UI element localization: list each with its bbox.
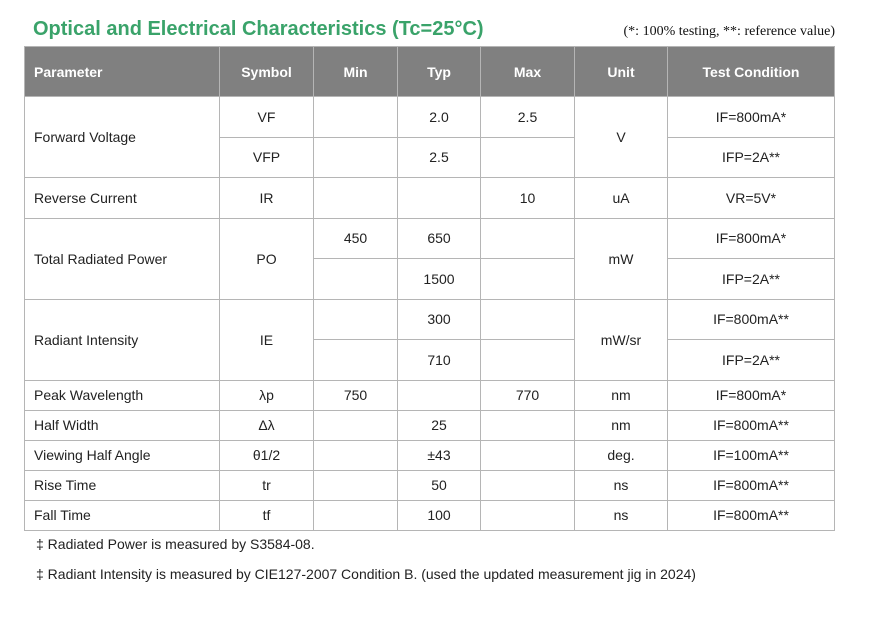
min-cell xyxy=(313,136,398,178)
typ-cell: 710 xyxy=(397,339,481,381)
footnote-radiant-intensity: ‡ Radiant Intensity is measured by CIE12… xyxy=(36,566,696,582)
min-cell xyxy=(313,298,398,340)
symbol-cell: θ1/2 xyxy=(219,439,314,471)
test-cell: IFP=2A** xyxy=(667,339,835,381)
table-row: Rise Time tr 50 ns IF=800mA** xyxy=(24,469,835,501)
max-cell xyxy=(480,258,575,300)
testing-note: (*: 100% testing, **: reference value) xyxy=(623,24,835,39)
max-cell xyxy=(480,439,575,471)
unit-cell: ns xyxy=(574,499,668,531)
typ-cell: 2.0 xyxy=(397,96,481,138)
table-row: Peak Wavelength λp 750 770 nm IF=800mA* xyxy=(24,379,835,411)
header-typ: Typ xyxy=(397,46,481,97)
test-cell: IF=100mA** xyxy=(667,439,835,471)
test-cell: IF=800mA* xyxy=(667,217,835,259)
test-cell: IF=800mA** xyxy=(667,409,835,441)
unit-cell: V xyxy=(574,96,668,178)
param-cell: Reverse Current xyxy=(24,177,220,219)
typ-cell: ±43 xyxy=(397,439,481,471)
symbol-cell: PO xyxy=(219,217,314,300)
page-title: Optical and Electrical Characteristics (… xyxy=(33,18,484,40)
max-cell xyxy=(480,217,575,259)
footnote-radiated-power: ‡ Radiated Power is measured by S3584-08… xyxy=(36,536,315,552)
table-row: Total Radiated Power PO 450 650 mW IF=80… xyxy=(24,217,835,300)
symbol-cell: tf xyxy=(219,499,314,531)
max-cell: 10 xyxy=(480,177,575,219)
typ-cell xyxy=(397,177,481,219)
min-cell xyxy=(313,499,398,531)
unit-cell: mW xyxy=(574,217,668,300)
symbol-cell: VFP xyxy=(219,136,314,178)
symbol-cell: Δλ xyxy=(219,409,314,441)
max-cell: 770 xyxy=(480,379,575,411)
test-cell: IFP=2A** xyxy=(667,258,835,300)
table-row: Radiant Intensity IE 300 mW/sr IF=800mA*… xyxy=(24,298,835,381)
symbol-cell: IR xyxy=(219,177,314,219)
table-row: 710 IFP=2A** xyxy=(25,339,835,381)
min-cell: 750 xyxy=(313,379,398,411)
param-cell: Forward Voltage xyxy=(24,96,220,178)
header-symbol: Symbol xyxy=(219,46,314,97)
test-cell: IF=800mA** xyxy=(667,469,835,501)
symbol-cell: λp xyxy=(219,379,314,411)
typ-cell: 2.5 xyxy=(397,136,481,178)
param-cell: Half Width xyxy=(24,409,220,441)
symbol-cell: tr xyxy=(219,469,314,501)
unit-cell: mW/sr xyxy=(574,298,668,381)
unit-cell: uA xyxy=(574,177,668,219)
table-row: Forward Voltage VF 2.0 2.5 V IF=800mA* xyxy=(24,96,835,178)
typ-cell: 650 xyxy=(397,217,481,259)
test-cell: IF=800mA* xyxy=(667,96,835,138)
header-unit: Unit xyxy=(574,46,668,97)
min-cell: 450 xyxy=(313,217,398,259)
test-cell: IF=800mA** xyxy=(667,499,835,531)
typ-cell: 50 xyxy=(397,469,481,501)
max-cell xyxy=(480,339,575,381)
min-cell xyxy=(313,258,398,300)
header-parameter: Parameter xyxy=(24,46,220,97)
param-cell: Rise Time xyxy=(24,469,220,501)
symbol-cell: VF xyxy=(219,96,314,138)
typ-cell: 25 xyxy=(397,409,481,441)
param-cell: Peak Wavelength xyxy=(24,379,220,411)
header-row: Parameter Symbol Min Typ Max Unit Test C… xyxy=(24,46,835,97)
max-cell xyxy=(480,136,575,178)
header-test-condition: Test Condition xyxy=(667,46,835,97)
header-min: Min xyxy=(313,46,398,97)
typ-cell: 100 xyxy=(397,499,481,531)
typ-cell xyxy=(397,379,481,411)
symbol-cell: IE xyxy=(219,298,314,381)
table-row: Fall Time tf 100 ns IF=800mA** xyxy=(24,499,835,531)
test-cell: IFP=2A** xyxy=(667,136,835,178)
min-cell xyxy=(313,177,398,219)
header-max: Max xyxy=(480,46,575,97)
max-cell xyxy=(480,409,575,441)
unit-cell: nm xyxy=(574,409,668,441)
min-cell xyxy=(313,469,398,501)
characteristics-table: Parameter Symbol Min Typ Max Unit Test C… xyxy=(24,46,835,531)
max-cell xyxy=(480,499,575,531)
param-cell: Radiant Intensity xyxy=(24,298,220,381)
typ-cell: 300 xyxy=(397,298,481,340)
param-cell: Total Radiated Power xyxy=(24,217,220,300)
test-cell: IF=800mA* xyxy=(667,379,835,411)
min-cell xyxy=(313,339,398,381)
min-cell xyxy=(313,409,398,441)
max-cell: 2.5 xyxy=(480,96,575,138)
typ-cell: 1500 xyxy=(397,258,481,300)
table-row: Reverse Current IR 10 uA VR=5V* xyxy=(24,177,835,219)
table-row: Half Width Δλ 25 nm IF=800mA** xyxy=(24,409,835,441)
max-cell xyxy=(480,298,575,340)
test-cell: IF=800mA** xyxy=(667,298,835,340)
param-cell: Fall Time xyxy=(24,499,220,531)
unit-cell: ns xyxy=(574,469,668,501)
unit-cell: nm xyxy=(574,379,668,411)
max-cell xyxy=(480,469,575,501)
min-cell xyxy=(313,439,398,471)
min-cell xyxy=(313,96,398,138)
table-row: Viewing Half Angle θ1/2 ±43 deg. IF=100m… xyxy=(24,439,835,471)
unit-cell: deg. xyxy=(574,439,668,471)
param-cell: Viewing Half Angle xyxy=(24,439,220,471)
test-cell: VR=5V* xyxy=(667,177,835,219)
